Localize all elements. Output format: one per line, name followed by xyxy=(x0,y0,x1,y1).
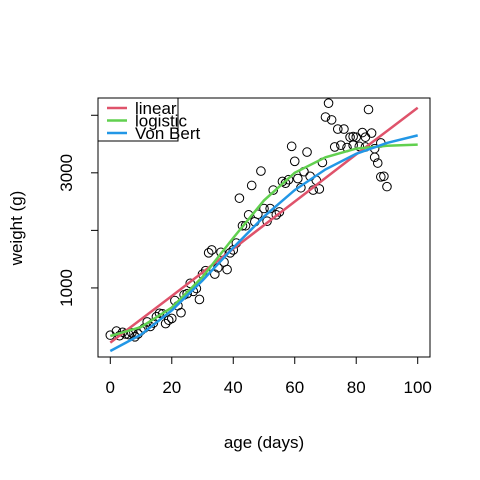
data-point xyxy=(293,173,303,184)
y-tick-label: 3000 xyxy=(57,154,76,192)
data-point xyxy=(256,166,266,176)
data-point xyxy=(210,269,220,279)
data-point xyxy=(366,128,377,138)
data-point xyxy=(203,248,214,258)
data-point xyxy=(336,140,346,150)
x-axis: 0 20 40 60 80 100 xyxy=(106,356,432,397)
data-point xyxy=(280,178,291,188)
data-point xyxy=(376,172,386,182)
legend-label: logistic xyxy=(135,112,187,131)
data-point xyxy=(246,180,257,191)
legend-label: linear xyxy=(135,99,177,118)
data-point xyxy=(363,104,374,115)
y-axis-title: weight (g) xyxy=(7,191,26,267)
x-tick-label: 80 xyxy=(347,378,366,397)
series-line-logistic xyxy=(109,143,418,338)
data-point xyxy=(182,288,192,299)
x-tick-label: 40 xyxy=(224,378,243,397)
data-point xyxy=(176,307,186,318)
x-tick-label: 60 xyxy=(285,378,304,397)
data-point xyxy=(225,248,235,258)
series-line-linear xyxy=(109,106,419,344)
data-point xyxy=(237,220,248,231)
fit-lines xyxy=(109,106,419,353)
y-axis: 1000 3000 xyxy=(57,114,99,307)
x-tick-label: 0 xyxy=(106,378,115,397)
data-point xyxy=(283,174,294,185)
data-point xyxy=(372,158,383,168)
data-point xyxy=(222,264,232,275)
y-tick-label: 1000 xyxy=(57,269,76,307)
data-point xyxy=(326,115,337,125)
data-point xyxy=(332,124,343,134)
data-point xyxy=(166,313,177,324)
data-point xyxy=(345,132,355,142)
data-point xyxy=(271,210,282,220)
data-point xyxy=(274,207,285,217)
data-point xyxy=(289,156,300,167)
data-point xyxy=(339,124,349,134)
data-point xyxy=(216,247,226,258)
data-point xyxy=(234,193,245,203)
data-point xyxy=(268,185,279,195)
x-tick-label: 20 xyxy=(162,378,181,397)
data-point xyxy=(329,142,340,152)
x-axis-title: age (days) xyxy=(224,433,304,452)
data-point xyxy=(320,112,331,122)
data-point xyxy=(314,184,325,194)
data-point xyxy=(160,318,171,329)
data-point xyxy=(194,294,205,305)
data-point xyxy=(163,315,174,325)
series-line-von-bert xyxy=(109,134,418,353)
x-tick-label: 100 xyxy=(404,378,432,397)
data-point xyxy=(323,98,334,108)
data-point xyxy=(382,181,392,192)
data-point xyxy=(302,147,312,157)
data-point xyxy=(259,203,269,214)
legend-label: Von Bert xyxy=(135,124,200,143)
data-point xyxy=(286,141,297,152)
data-point xyxy=(206,245,217,255)
data-point xyxy=(351,132,362,142)
data-point xyxy=(262,216,272,226)
data-point xyxy=(379,171,389,182)
data-point xyxy=(360,132,371,142)
